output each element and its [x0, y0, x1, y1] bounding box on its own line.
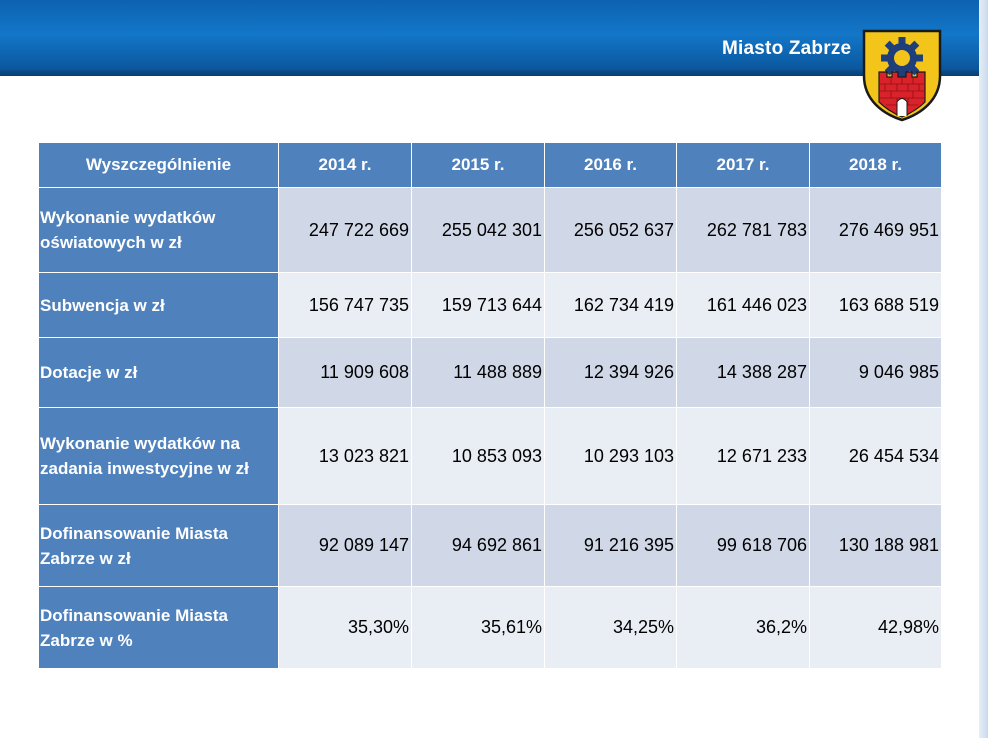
cell-value: 91 216 395	[583, 535, 674, 555]
cell-value: 262 781 783	[706, 219, 807, 240]
column-header: 2017 r.	[676, 142, 810, 188]
table-cell: 11 488 889	[411, 337, 545, 408]
row-label-line: Zabrze w %	[40, 630, 133, 650]
cell-value: 255 042 301	[441, 219, 542, 240]
brand-title: Miasto Zabrze	[722, 38, 852, 59]
table-cell: 10 293 103	[544, 407, 677, 505]
table-cell: 162 734 419	[544, 272, 677, 338]
cell-value: 161 446 023	[706, 294, 807, 315]
table-cell: 34,25%	[544, 586, 677, 669]
cell-value: 156 747 735	[308, 294, 409, 315]
cell-value: 99 618 706	[716, 535, 807, 555]
table-cell: 99 618 706	[676, 504, 810, 587]
table-cell: 156 747 735	[278, 272, 412, 338]
cell-value: 11 909 608	[320, 362, 409, 382]
row-label: Wykonanie wydatków na zadania inwestycyj…	[38, 407, 279, 505]
row-label: Dofinansowanie Miasta Zabrze w %	[38, 586, 279, 669]
column-header: 2018 r.	[809, 142, 942, 188]
cell-value: 9 046 985	[858, 362, 939, 382]
table-cell: 9 046 985	[809, 337, 942, 408]
table-row: Dofinansowanie Miasta Zabrze w zł 92 089…	[38, 504, 942, 587]
cell-value: 13 023 821	[318, 445, 409, 466]
cell-value: 36,2%	[755, 617, 807, 637]
row-label: Wykonanie wydatków oświatowych w zł	[38, 187, 279, 273]
cell-value: 256 052 637	[573, 219, 674, 240]
cell-value: 35,30%	[347, 617, 409, 637]
cell-value: 12 394 926	[583, 362, 674, 382]
row-label-line: oświatowych w zł	[40, 233, 182, 252]
table-cell: 14 388 287	[676, 337, 810, 408]
cell-value: 163 688 519	[838, 294, 939, 315]
row-label-line: Zabrze w zł	[40, 548, 131, 568]
cell-value: 10 293 103	[583, 445, 674, 466]
right-edge-strip	[979, 0, 988, 738]
row-label-line: Subwencja w zł	[40, 295, 165, 315]
table-cell: 256 052 637	[544, 187, 677, 273]
row-label-line: Wykonanie wydatków	[40, 208, 216, 227]
cell-value: 34,25%	[612, 617, 674, 637]
table-cell: 161 446 023	[676, 272, 810, 338]
cell-value: 12 671 233	[716, 445, 807, 466]
table-cell: 36,2%	[676, 586, 810, 669]
cell-value: 11 488 889	[453, 362, 542, 382]
table-cell: 255 042 301	[411, 187, 545, 273]
table-cell: 13 023 821	[278, 407, 412, 505]
cell-value: 10 853 093	[451, 445, 542, 466]
cell-value: 14 388 287	[716, 362, 807, 382]
table-cell: 159 713 644	[411, 272, 545, 338]
cell-value: 94 692 861	[451, 535, 542, 555]
cell-value: 42,98%	[877, 617, 939, 637]
table-header-row: Wyszczególnienie 2014 r. 2015 r. 2016 r.…	[38, 142, 942, 188]
table-cell: 11 909 608	[278, 337, 412, 408]
table-cell: 35,30%	[278, 586, 412, 669]
row-label-line: Wykonanie wydatków na	[40, 434, 240, 453]
table-cell: 35,61%	[411, 586, 545, 669]
cell-value: 247 722 669	[308, 219, 409, 240]
cell-value: 276 469 951	[838, 219, 939, 240]
table-cell: 247 722 669	[278, 187, 412, 273]
table-row: Dofinansowanie Miasta Zabrze w % 35,30% …	[38, 586, 942, 669]
header-band	[0, 0, 988, 76]
table-cell: 12 394 926	[544, 337, 677, 408]
table-cell: 42,98%	[809, 586, 942, 669]
budget-table: Wyszczególnienie 2014 r. 2015 r. 2016 r.…	[38, 142, 942, 669]
row-label-line: Dofinansowanie Miasta	[40, 523, 228, 543]
table-cell: 94 692 861	[411, 504, 545, 587]
column-header: Wyszczególnienie	[38, 142, 279, 188]
cell-value: 159 713 644	[441, 294, 542, 315]
cell-value: 35,61%	[480, 617, 542, 637]
row-label: Subwencja w zł	[38, 272, 279, 338]
table-cell: 12 671 233	[676, 407, 810, 505]
row-label-line: Dotacje w zł	[40, 363, 138, 382]
column-header: 2015 r.	[411, 142, 545, 188]
table-cell: 276 469 951	[809, 187, 942, 273]
table-cell: 262 781 783	[676, 187, 810, 273]
table-cell: 91 216 395	[544, 504, 677, 587]
zabrze-coat-of-arms-icon	[861, 28, 943, 122]
row-label-line: Dofinansowanie Miasta	[40, 605, 228, 625]
table-row: Wykonanie wydatków na zadania inwestycyj…	[38, 407, 942, 505]
table-cell: 92 089 147	[278, 504, 412, 587]
cell-value: 26 454 534	[848, 445, 939, 466]
column-header: 2016 r.	[544, 142, 677, 188]
cell-value: 162 734 419	[573, 294, 674, 315]
row-label: Dofinansowanie Miasta Zabrze w zł	[38, 504, 279, 587]
table-row: Wykonanie wydatków oświatowych w zł 247 …	[38, 187, 942, 273]
table-row: Subwencja w zł 156 747 735 159 713 644 1…	[38, 272, 942, 338]
cell-value: 92 089 147	[318, 535, 409, 555]
table-cell: 130 188 981	[809, 504, 942, 587]
column-header: 2014 r.	[278, 142, 412, 188]
table-cell: 26 454 534	[809, 407, 942, 505]
table-cell: 163 688 519	[809, 272, 942, 338]
row-label-line: zadania inwestycyjne w zł	[40, 459, 249, 478]
cell-value: 130 188 981	[838, 535, 939, 555]
row-label: Dotacje w zł	[38, 337, 279, 408]
table-cell: 10 853 093	[411, 407, 545, 505]
table-row: Dotacje w zł 11 909 608 11 488 889 12 39…	[38, 337, 942, 408]
